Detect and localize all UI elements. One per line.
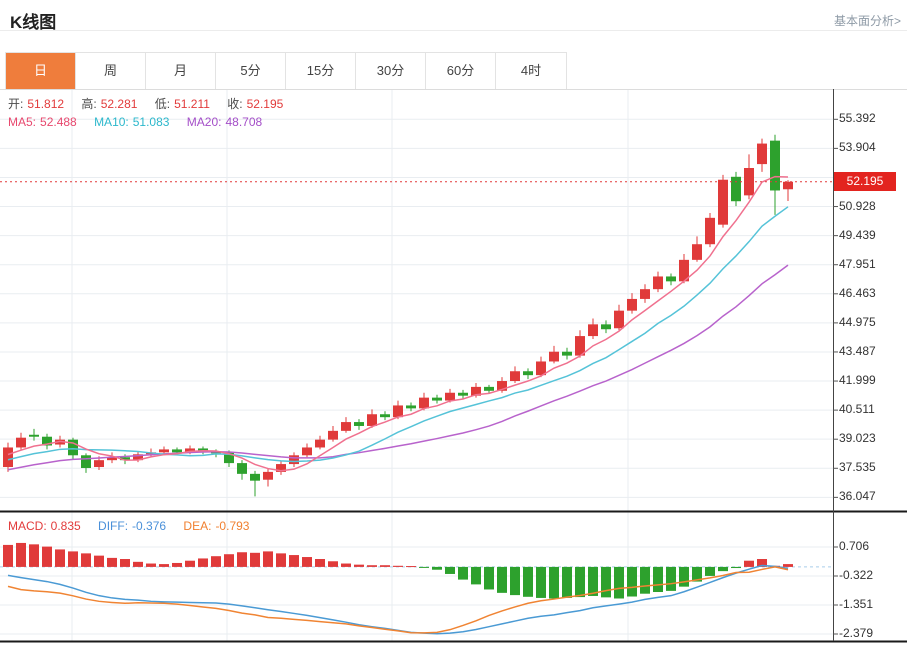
tab-4hour[interactable]: 4时 <box>496 53 566 89</box>
dea-label: DEA: <box>183 519 212 533</box>
y-axis-label: 44.975 <box>839 314 876 329</box>
close-value: 52.195 <box>246 97 284 111</box>
tab-month[interactable]: 月 <box>146 53 216 89</box>
y-axis-label: 40.511 <box>839 402 875 417</box>
ma5-value: 52.488 <box>40 115 77 129</box>
tab-5min[interactable]: 5分 <box>216 53 286 89</box>
low-label: 低: <box>154 97 171 111</box>
tab-30min[interactable]: 30分 <box>356 53 426 89</box>
page-title: K线图 <box>10 13 57 32</box>
y-axis-label: -0.322 <box>839 567 874 582</box>
y-axis-label: 43.487 <box>839 343 876 358</box>
y-axis-label: 49.439 <box>839 227 876 242</box>
y-axis-label: 41.999 <box>839 373 876 388</box>
macd-label: MACD: <box>8 519 47 533</box>
y-axis-label: 50.928 <box>839 198 876 213</box>
high-label: 高: <box>81 97 97 111</box>
y-axis-label: 53.904 <box>839 140 876 155</box>
interval-tabs: 日 周 月 5分 15分 30分 60分 4时 <box>5 52 567 90</box>
y-axis-label: -1.351 <box>839 597 874 611</box>
dea-value: -0.793 <box>215 519 250 533</box>
ma20-label: MA20: <box>186 115 222 129</box>
tab-15min[interactable]: 15分 <box>286 53 356 89</box>
current-price-tag: 52.195 <box>834 172 896 192</box>
ohlc-legend: 开: 51.812 高: 52.281 低: 51.211 收: 52.195 <box>8 95 287 112</box>
close-label: 收: <box>227 97 243 111</box>
ma5-label: MA5: <box>8 115 37 129</box>
y-axis-label: 0.706 <box>839 539 870 553</box>
y-axis-label: 46.463 <box>839 285 876 300</box>
tab-week[interactable]: 周 <box>76 53 146 89</box>
diff-label: DIFF: <box>98 519 129 533</box>
header-divider <box>0 30 907 31</box>
y-axis-label: 55.392 <box>839 111 876 126</box>
ma10-label: MA10: <box>94 115 129 129</box>
open-value: 51.812 <box>27 97 65 111</box>
y-axis-label: 37.535 <box>839 460 876 475</box>
tab-60min[interactable]: 60分 <box>426 53 496 89</box>
macd-legend: MACD: 0.835 DIFF: -0.376 DEA: -0.793 <box>8 519 253 533</box>
fundamental-analysis-link[interactable]: 基本面分析> <box>833 14 901 28</box>
high-value: 52.281 <box>100 97 138 111</box>
y-axis-label: 47.951 <box>839 256 876 271</box>
ma20-value: 48.708 <box>225 115 263 129</box>
y-axis-label: 36.047 <box>839 489 876 504</box>
ma-legend: MA5: 52.488 MA10: 51.083 MA20: 48.708 <box>8 115 266 129</box>
y-axis-label: -2.379 <box>839 625 874 640</box>
macd-value: 0.835 <box>50 519 81 533</box>
y-axis-label: 39.023 <box>839 431 876 446</box>
diff-value: -0.376 <box>132 519 167 533</box>
low-value: 51.211 <box>174 97 210 111</box>
open-label: 开: <box>8 97 24 111</box>
tab-day[interactable]: 日 <box>6 53 76 89</box>
ma10-value: 51.083 <box>132 115 170 129</box>
